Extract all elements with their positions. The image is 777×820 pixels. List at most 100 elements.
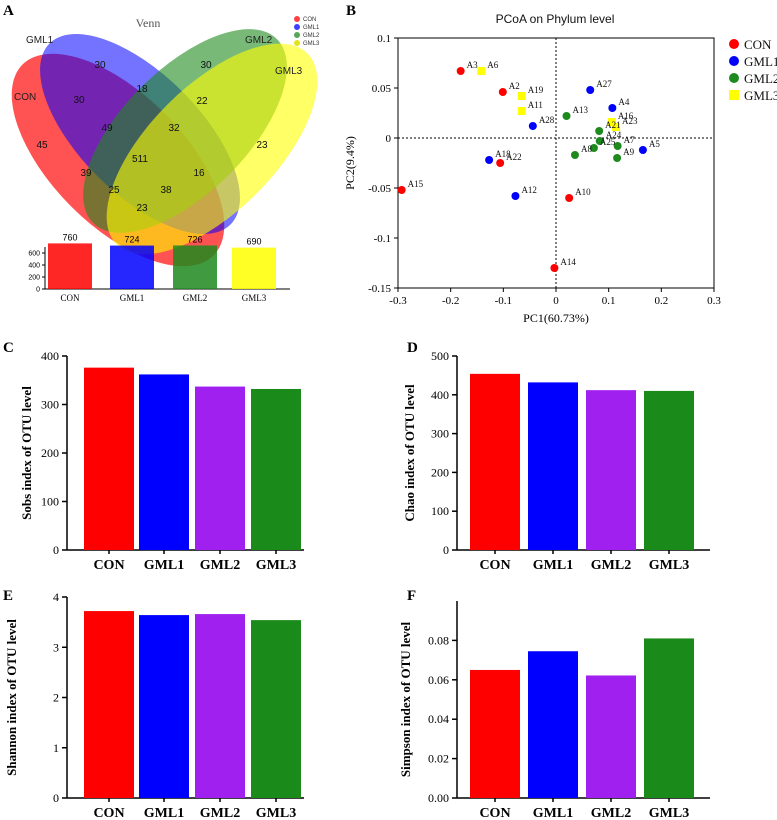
x-tick-label: GML3 [242, 293, 267, 303]
venn-count: 39 [80, 168, 92, 179]
x-tick-label: GML1 [533, 806, 573, 820]
y-tick-label: 600 [28, 251, 40, 258]
scatter-point [485, 156, 494, 164]
scatter-point [456, 67, 465, 75]
panel-label-f: F [407, 588, 416, 604]
panel-label-c: C [3, 340, 14, 356]
point-label: A13 [573, 105, 589, 115]
y-tick-label: 0 [53, 543, 59, 557]
y-tick-label: 0.08 [428, 633, 449, 647]
scatter-point [517, 107, 526, 115]
venn-count: 30 [200, 60, 212, 71]
x-tick-label: -0.2 [442, 295, 459, 307]
legend-label: GML1 [744, 54, 777, 69]
scatter-point [565, 194, 574, 202]
y-axis-label: Simpson index of OTU level [398, 621, 413, 777]
x-axis-label: PC1(60.73%) [523, 311, 589, 325]
point-label: A28 [539, 115, 555, 125]
venn-count: 16 [193, 168, 205, 179]
chao-bar-chart: 500 400 300 200 100 0 CON GML1 GML2 GML3 Chao inde… [402, 349, 710, 573]
legend-dot [294, 32, 300, 38]
scatter-point [562, 112, 571, 120]
venn-total-bar [232, 247, 276, 289]
venn-set-label-con: CON [14, 92, 36, 103]
y-axis-label: Chao index of OTU level [402, 384, 417, 522]
y-tick-label: 0.1 [377, 33, 391, 45]
scatter-point [595, 127, 604, 135]
point-label: A21 [605, 120, 621, 130]
venn-count: 18 [136, 84, 148, 95]
y-tick-label: 100 [41, 495, 59, 509]
sobs-bar-chart: 400 300 200 100 0 CON GML1 GML2 GML3 Sobs index o… [19, 349, 304, 573]
point-label: A15 [408, 179, 424, 189]
x-tick-label: 0.1 [602, 295, 616, 307]
venn-totals-chart: 600 400 200 0 760 CON 724 GML1 726 GML2 690 GML3 [28, 232, 290, 303]
venn-count: 30 [73, 95, 85, 106]
bar [528, 651, 578, 798]
point-label: A11 [528, 100, 543, 110]
bar-value-label: 690 [246, 237, 261, 247]
scatter-point [638, 146, 647, 154]
venn-set-label-gml2: GML2 [245, 35, 273, 46]
legend-dot [294, 24, 300, 30]
y-tick-label: 0.06 [428, 673, 449, 687]
scatter-point [397, 186, 406, 194]
scatter-point [498, 88, 507, 96]
x-tick-label: GML3 [649, 806, 689, 820]
y-tick-label: -0.1 [374, 233, 391, 245]
bar-value-label: 760 [62, 232, 77, 242]
point-label: A14 [560, 257, 576, 267]
point-label: A16 [618, 111, 634, 121]
bar [195, 386, 245, 550]
point-label: A19 [528, 85, 544, 95]
venn-count: 25 [108, 185, 120, 196]
y-axis-label: Shannon index of OTU level [4, 619, 19, 776]
legend-label: GML2 [744, 71, 777, 86]
venn-diagram: Venn CON GML1 GML2 GML3 45 30 30 23 30 1… [11, 16, 320, 267]
y-tick-label: 500 [431, 349, 449, 363]
venn-count: 45 [36, 140, 48, 151]
x-tick-label: GML1 [144, 806, 184, 820]
x-tick-label: GML2 [591, 558, 631, 573]
x-tick-label: GML2 [591, 806, 631, 820]
bar [195, 614, 245, 798]
y-tick-label: 400 [431, 388, 449, 402]
y-tick-label: 0 [443, 543, 449, 557]
x-tick-label: GML2 [200, 806, 240, 820]
panel-label-e: E [3, 588, 13, 604]
scatter-point [528, 122, 537, 130]
bar [251, 388, 301, 550]
x-tick-label: CON [479, 558, 510, 573]
y-tick-label: 0 [53, 791, 59, 805]
legend-label: CON [303, 17, 316, 23]
x-tick-label: -0.3 [389, 295, 407, 307]
y-tick-label: 300 [431, 427, 449, 441]
y-tick-label: 0.04 [428, 712, 449, 726]
bar-value-label: 724 [124, 235, 139, 245]
y-tick-label: 2 [53, 691, 59, 705]
venn-total-bar [48, 243, 92, 289]
y-tick-label: 4 [53, 590, 59, 604]
scatter-point [595, 137, 604, 145]
point-label: A6 [487, 60, 498, 70]
legend-square [729, 90, 739, 100]
bar [139, 615, 189, 798]
legend-label: GML2 [303, 33, 320, 39]
y-tick-label: -0.05 [368, 183, 391, 195]
y-tick-label: -0.15 [368, 283, 391, 295]
bar [470, 669, 520, 798]
y-tick-label: 400 [28, 263, 40, 270]
scatter-point [586, 86, 595, 94]
legend-label: CON [744, 37, 772, 52]
x-tick-label: GML2 [183, 293, 208, 303]
y-tick-label: 3 [53, 640, 59, 654]
scatter-point [589, 144, 598, 152]
y-tick-label: 300 [41, 398, 59, 412]
legend-label: GML3 [303, 41, 320, 47]
y-tick-label: 0.05 [372, 83, 392, 95]
pcoa-title: PCoA on Phylum level [496, 12, 615, 26]
x-tick-label: 0.2 [654, 295, 668, 307]
venn-count: 23 [256, 140, 268, 151]
venn-set-label-gml1: GML1 [26, 35, 54, 46]
